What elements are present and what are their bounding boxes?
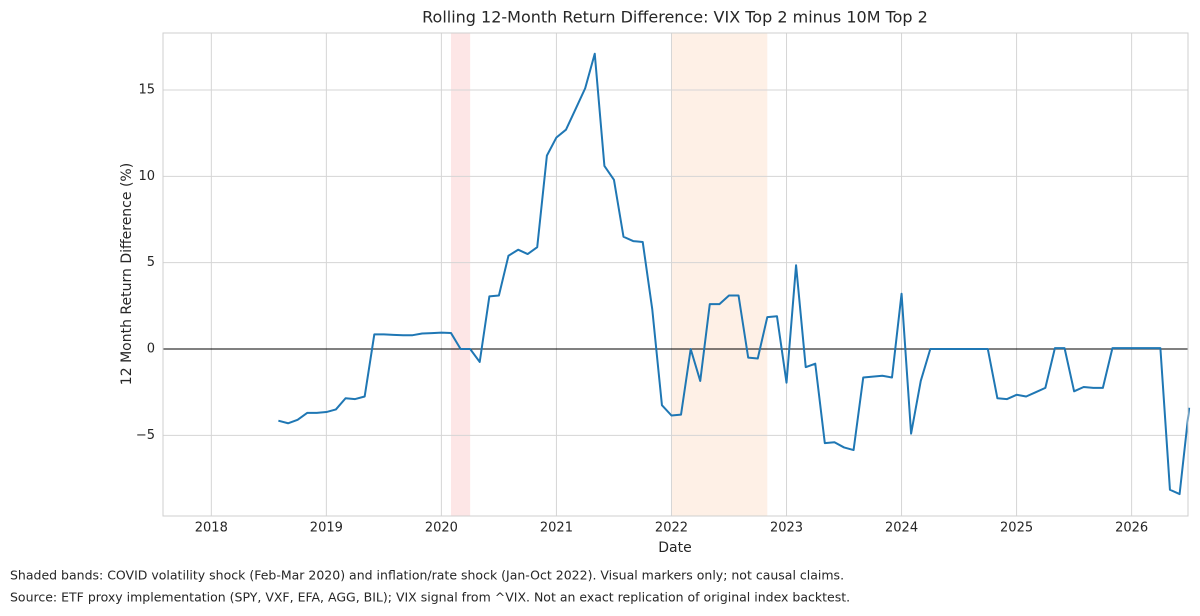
x-tick-label: 2022 <box>655 521 688 536</box>
x-tick-label: 2021 <box>540 521 573 536</box>
chart-title: Rolling 12-Month Return Difference: VIX … <box>422 8 928 27</box>
shaded-band <box>671 33 768 516</box>
x-tick-label: 2023 <box>770 521 803 536</box>
x-axis-label: Date <box>658 540 691 556</box>
x-tick-label: 2020 <box>425 521 458 536</box>
footnote: Source: ETF proxy implementation (SPY, V… <box>10 590 850 605</box>
y-tick-label: 10 <box>138 169 155 184</box>
plot-frame <box>162 32 1189 517</box>
x-tick-label: 2025 <box>1000 521 1033 536</box>
y-axis-label: 12 Month Return Difference (%) <box>119 163 135 385</box>
y-tick-label: 0 <box>147 342 155 357</box>
y-tick-label: 15 <box>138 82 155 97</box>
x-tick-label: 2026 <box>1115 521 1148 536</box>
y-tick-label: 5 <box>147 255 155 270</box>
x-tick-label: 2019 <box>310 521 343 536</box>
shaded-band <box>450 33 471 516</box>
data-line <box>278 52 1191 496</box>
x-tick-label: 2024 <box>885 521 918 536</box>
y-tick-label: −5 <box>136 428 155 443</box>
x-tick-label: 2018 <box>195 521 228 536</box>
footnote: Shaded bands: COVID volatility shock (Fe… <box>10 568 844 583</box>
